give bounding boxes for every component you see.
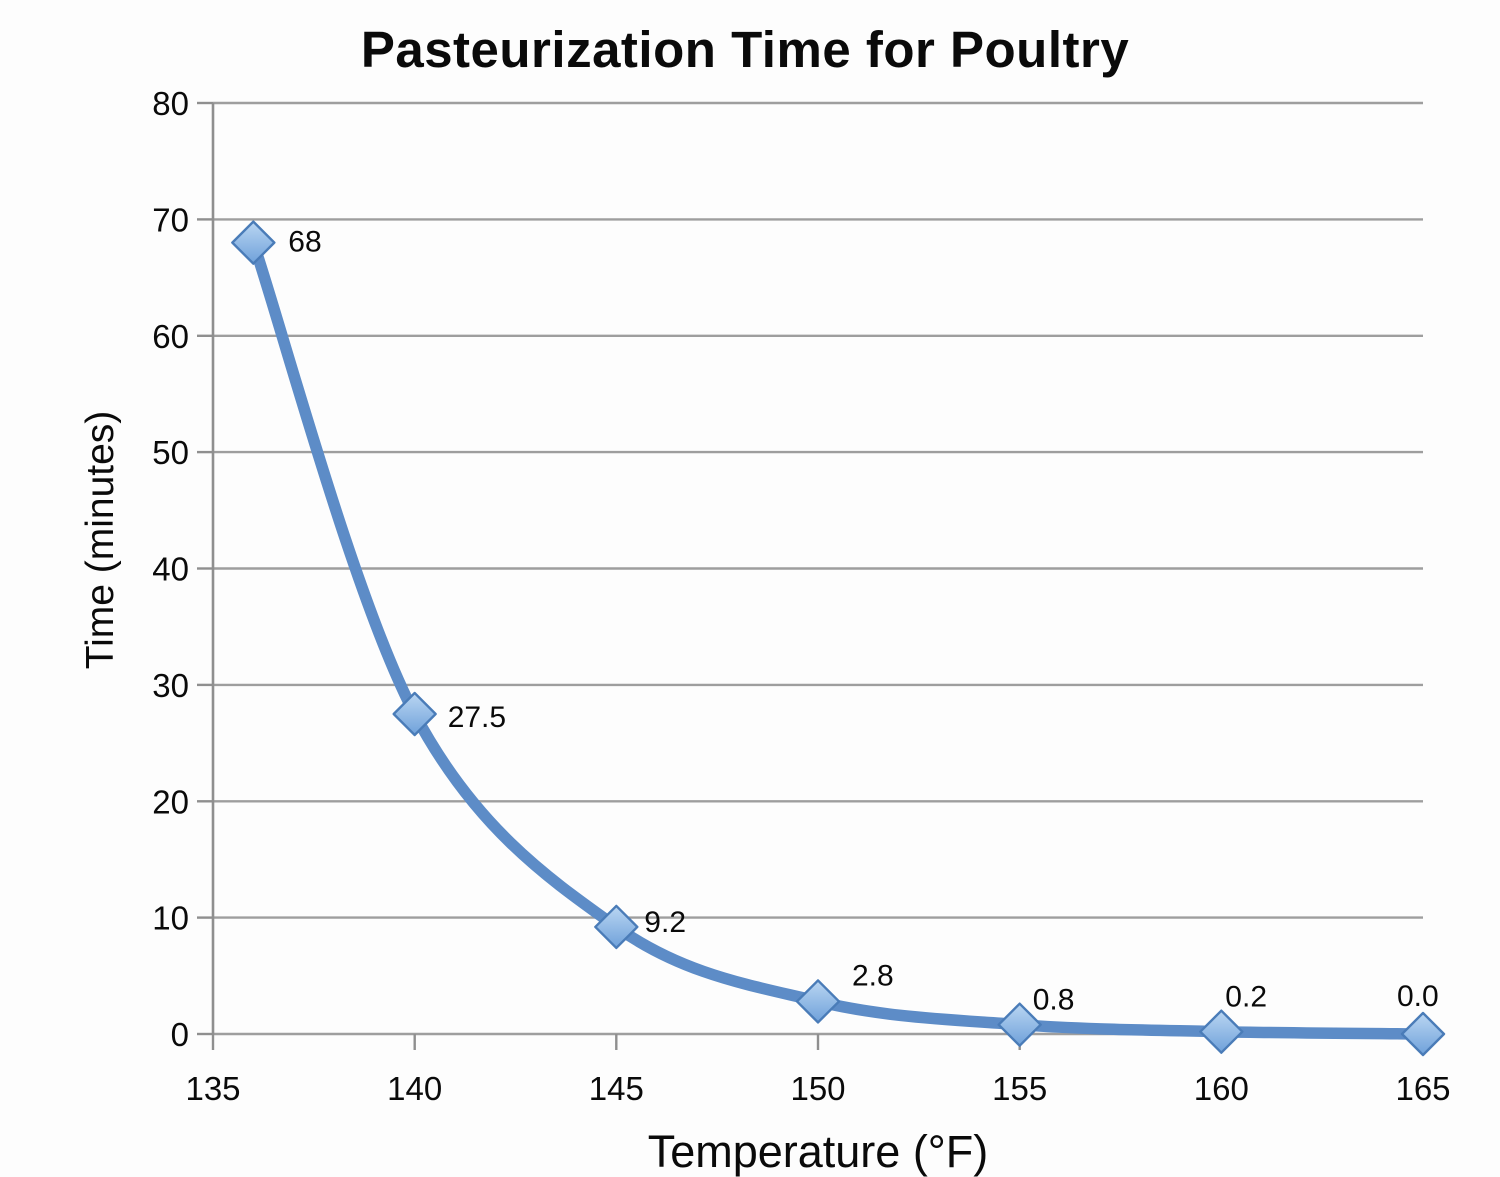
data-point-marker xyxy=(1199,1009,1244,1054)
data-point-label: 0.2 xyxy=(1225,981,1267,1014)
x-axis-tick-label: 135 xyxy=(185,1070,240,1107)
x-axis-tick-label: 140 xyxy=(387,1070,442,1107)
x-axis-tick-label: 150 xyxy=(790,1070,845,1107)
y-axis-tick-label: 20 xyxy=(152,783,189,820)
y-axis-tick-label: 80 xyxy=(152,85,189,122)
data-point-marker xyxy=(392,691,437,737)
y-axis-tick-label: 10 xyxy=(152,900,189,937)
chart-title: Pasteurization Time for Poultry xyxy=(360,21,1130,78)
data-point-label: 0.0 xyxy=(1397,980,1439,1013)
y-axis-tick-label: 60 xyxy=(152,318,189,355)
x-axis-tick-label: 165 xyxy=(1395,1070,1450,1107)
data-point-label: 2.8 xyxy=(852,959,894,992)
data-point-marker xyxy=(795,979,841,1024)
data-point-marker xyxy=(1400,1011,1446,1057)
x-axis-tick-label: 160 xyxy=(1194,1070,1249,1107)
y-axis-tick-label: 40 xyxy=(152,551,189,588)
data-point-marker xyxy=(594,904,639,950)
y-axis-tick-label: 70 xyxy=(152,201,189,238)
data-point-marker xyxy=(231,220,276,265)
data-point-label: 68 xyxy=(288,226,321,259)
y-axis-tick-label: 0 xyxy=(171,1016,189,1053)
data-line xyxy=(247,236,1429,1040)
x-axis-tick-label: 145 xyxy=(589,1070,644,1107)
data-point-label: 9.2 xyxy=(644,906,686,939)
data-point-marker xyxy=(997,1002,1042,1047)
y-axis-tick-label: 30 xyxy=(152,667,189,704)
x-axis-tick-label: 155 xyxy=(992,1070,1047,1107)
data-point-label: 27.5 xyxy=(448,701,506,734)
y-axis-tick-label: 50 xyxy=(152,434,189,471)
x-axis-title: Temperature (°F) xyxy=(647,1126,989,1177)
data-point-label: 0.8 xyxy=(1033,984,1075,1017)
